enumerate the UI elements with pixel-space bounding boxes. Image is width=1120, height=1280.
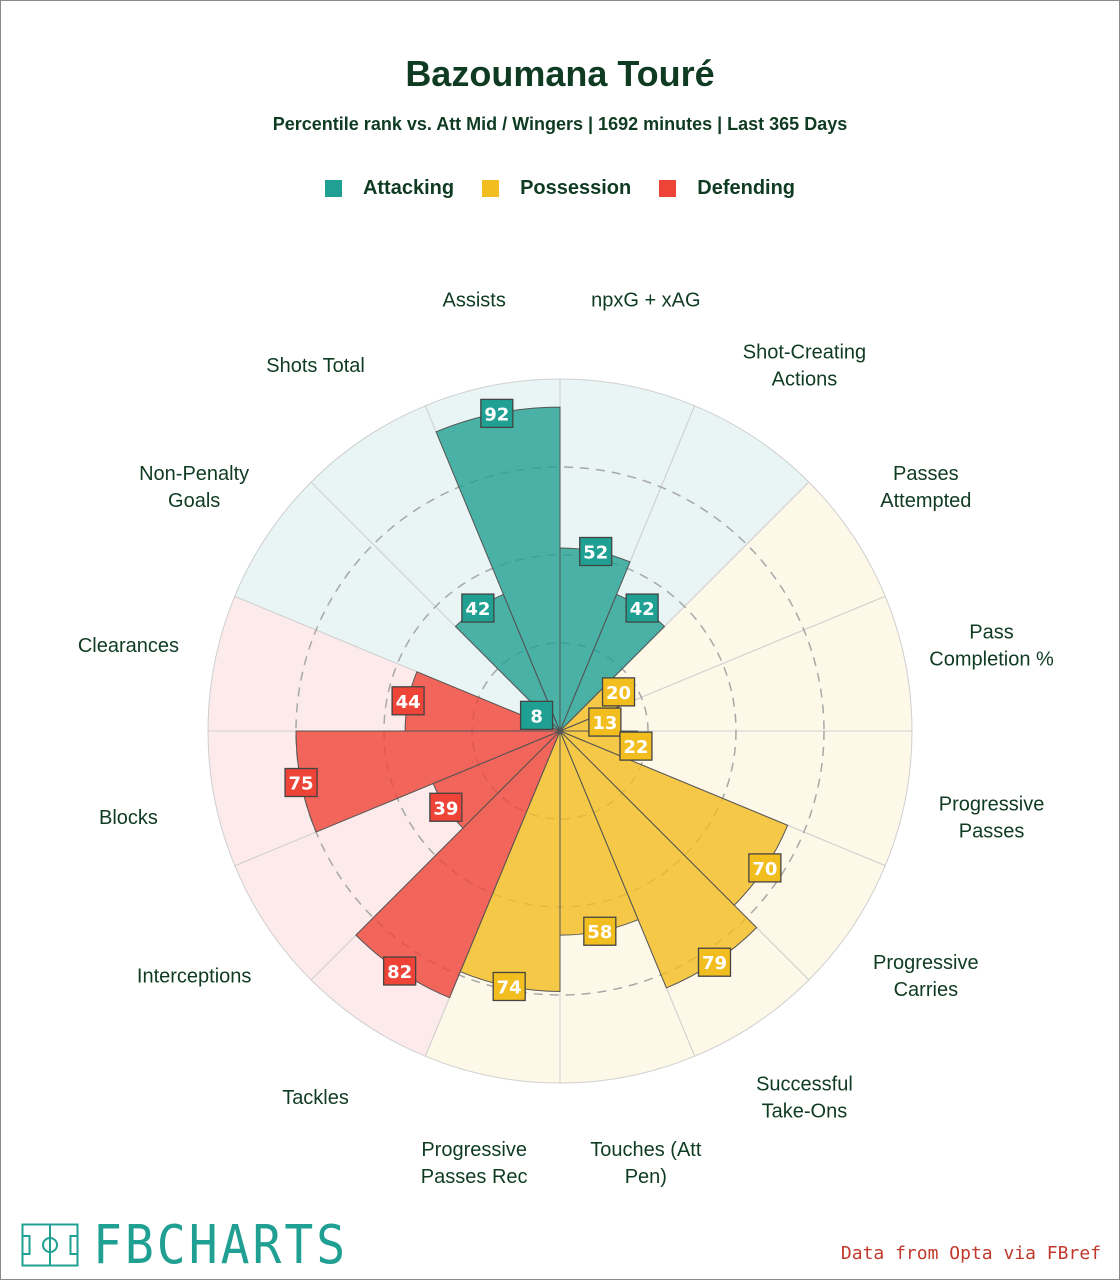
value-badge-4: 22 [619, 731, 653, 761]
sector-bg-4 [559, 730, 913, 867]
pitch-icon [21, 1223, 79, 1267]
category-label-5: Progressive Carries [873, 952, 979, 1001]
legend-swatch-attacking [324, 180, 342, 197]
category-label-11: Blocks [99, 807, 158, 829]
category-label-8: Progressive Passes Rec [421, 1139, 528, 1188]
chart-subtitle: Percentile rank vs. Att Mid / Wingers | … [272, 114, 848, 134]
value-badge-7: 58 [583, 916, 617, 946]
value-label-6: 79 [702, 953, 727, 974]
legend-item-attacking: Attacking [324, 177, 455, 200]
legend-item-defending: Defending [659, 177, 795, 200]
value-badge-1: 42 [625, 593, 659, 623]
category-label-9: Tackles [282, 1087, 349, 1109]
sector-bg-3 [559, 595, 913, 732]
data-credit: Data from Opta via FBref [840, 1243, 1101, 1264]
fbcharts-logo: FBCHARTS [21, 1214, 348, 1276]
value-label-8: 74 [497, 977, 522, 998]
value-label-5: 70 [752, 859, 777, 880]
legend-item-possession: Possession [482, 177, 631, 200]
category-label-1: Shot-Creating Actions [743, 342, 866, 391]
chart-title: Bazoumana Touré [405, 53, 715, 94]
bars [295, 406, 789, 999]
value-label-7: 58 [587, 922, 612, 943]
category-label-10: Interceptions [137, 966, 252, 988]
value-badge-11: 75 [284, 767, 318, 798]
category-label-6: Successful Take-Ons [756, 1073, 853, 1122]
ring-75 [295, 466, 825, 996]
value-label-2: 20 [606, 683, 631, 704]
sector-bg-2 [559, 481, 886, 732]
brand-text: FBCHARTS [93, 1213, 349, 1277]
value-label-1: 42 [630, 599, 655, 620]
category-label-14: Shots Total [266, 355, 365, 377]
value-badge-2: 20 [601, 677, 636, 707]
value-badge-0: 52 [579, 536, 613, 567]
value-badge-6: 79 [697, 947, 732, 977]
value-label-15: 92 [484, 404, 509, 425]
legend: Attacking Possession Defending [1, 177, 1119, 200]
value-badge-14: 42 [461, 593, 495, 623]
legend-label-possession: Possession [520, 177, 632, 199]
category-label-4: Progressive Passes [939, 793, 1045, 842]
value-badge-12: 44 [391, 686, 425, 716]
value-label-3: 13 [592, 713, 617, 734]
value-badge-5: 70 [748, 853, 782, 883]
legend-swatch-possession [482, 180, 500, 197]
category-label-13: Non-Penalty Goals [139, 463, 249, 512]
value-badge-8: 74 [492, 971, 526, 1002]
value-labels: 52 42 20 13 22 70 79 58 74 82 39 75 44 8 42 92 [284, 398, 782, 1002]
category-label-2: Passes Attempted [880, 463, 971, 512]
value-label-14: 42 [465, 599, 490, 620]
category-label-0: npxG + xAG [591, 290, 701, 312]
value-label-10: 39 [433, 798, 458, 819]
sector-bg-13 [234, 481, 561, 732]
value-label-11: 75 [289, 774, 314, 795]
value-badge-3: 13 [588, 707, 622, 737]
legend-label-defending: Defending [697, 177, 796, 199]
value-badge-15: 92 [480, 398, 514, 429]
category-labels: npxG + xAG Shot-Creating Actions Passes Atte… [78, 290, 1054, 1189]
value-label-13: 8 [530, 706, 543, 727]
legend-label-attacking: Attacking [362, 177, 455, 199]
value-badge-10: 39 [429, 792, 463, 822]
value-label-9: 82 [387, 962, 412, 983]
value-label-12: 44 [396, 692, 421, 713]
category-label-12: Clearances [78, 635, 179, 657]
value-label-4: 22 [623, 737, 648, 758]
value-label-0: 52 [583, 542, 608, 563]
value-badge-9: 82 [382, 956, 417, 986]
category-label-15: Assists [442, 290, 505, 312]
legend-swatch-defending [659, 180, 677, 197]
category-label-3: Pass Completion % [929, 622, 1054, 671]
value-badge-13: 8 [519, 700, 554, 731]
category-label-7: Touches (Att Pen) [590, 1139, 702, 1188]
